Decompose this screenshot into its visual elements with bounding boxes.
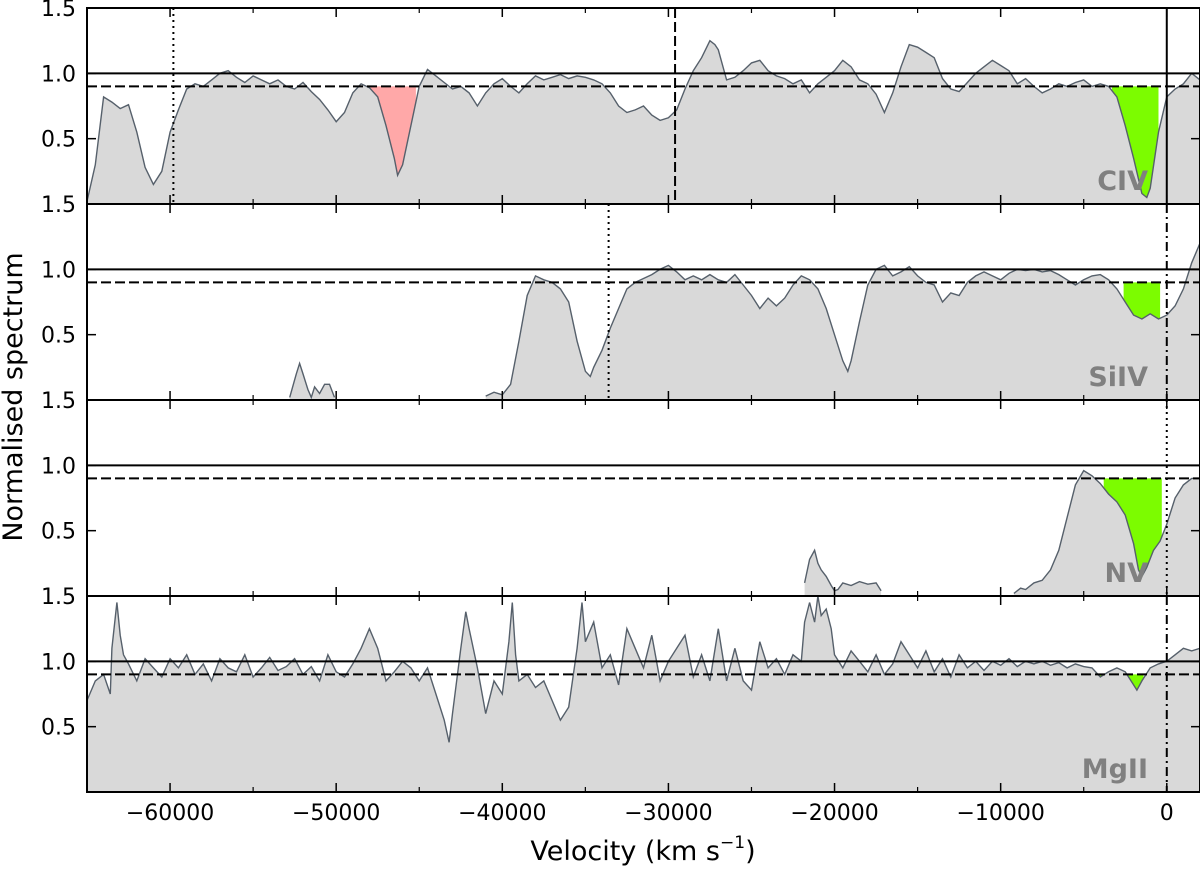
trough-civ-1 — [1112, 86, 1159, 198]
y-tick-label-nv-2: 1.5 — [41, 389, 76, 414]
panel-nv: NV 0.5 1.0 1.5 — [41, 389, 1200, 597]
panel-civ: CIV 0.5 1.0 1.5 — [41, 0, 1200, 205]
spectrum-area-nv-0 — [804, 550, 882, 596]
y-tick-label-siiv-1: 1.0 — [41, 258, 76, 283]
plot-area-mgii — [87, 596, 1200, 792]
trough-mgii-0 — [1126, 674, 1144, 691]
y-tick-label-siiv-0: 0.5 — [41, 324, 76, 349]
x-tick-label-0: −60000 — [126, 801, 214, 826]
spectrum-line-siiv-1 — [485, 242, 1200, 397]
y-tick-label-civ-1: 1.0 — [41, 62, 76, 87]
x-tick-label-3: −30000 — [624, 801, 712, 826]
y-tick-label-nv-0: 0.5 — [41, 520, 76, 545]
panels-layer: CIV0.51.01.5SiIV0.51.01.5NV0.51.01.5MgII… — [41, 0, 1200, 793]
x-axis: −60000 −50000 −40000 −30000 −20000 −10000 0 — [126, 801, 1174, 826]
x-tick-label-6: 0 — [1160, 801, 1174, 826]
spectrum-line-siiv-0 — [289, 361, 336, 400]
y-tick-label-siiv-2: 1.5 — [41, 193, 76, 218]
ion-label-siiv: SiIV — [1088, 362, 1148, 393]
plot-area-nv — [87, 400, 1200, 596]
y-tick-label-civ-0: 0.5 — [41, 128, 76, 153]
y-tick-label-mgii-2: 1.5 — [41, 585, 76, 610]
spectrum-line-nv-1 — [1013, 469, 1200, 594]
x-tick-label-1: −50000 — [292, 801, 380, 826]
x-axis-title: Velocity (km s−1) — [530, 833, 755, 867]
panel-frame-nv — [86, 399, 1200, 597]
ion-label-nv: NV — [1105, 558, 1149, 589]
spectrum-area-nv-1 — [1013, 470, 1200, 596]
panel-frame-mgii — [86, 595, 1200, 793]
y-tick-label-mgii-0: 0.5 — [41, 716, 76, 741]
spectrum-line-civ-0 — [87, 39, 1200, 202]
panel-siiv: SiIV 0.5 1.0 1.5 — [41, 193, 1200, 401]
spectrum-area-siiv-0 — [289, 363, 335, 400]
x-axis-title-main: Velocity (km s — [530, 836, 720, 867]
x-tick-label-2: −40000 — [458, 801, 546, 826]
spectrum-area-mgii-0 — [87, 596, 1200, 792]
plot-area-civ — [87, 8, 1200, 204]
spectrum-area-civ-0 — [87, 40, 1200, 204]
x-axis-title-suffix: ) — [745, 836, 756, 867]
y-tick-label-nv-1: 1.0 — [41, 454, 76, 479]
y-tick-label-civ-2: 1.5 — [41, 0, 76, 22]
y-tick-label-mgii-1: 1.0 — [41, 650, 76, 675]
x-tick-label-4: −20000 — [790, 801, 878, 826]
panel-mgii: MgII 0.5 1.0 1.5 — [41, 585, 1200, 793]
ion-label-mgii: MgII — [1082, 754, 1148, 785]
x-axis-title-exponent: −1 — [720, 833, 745, 853]
y-axis-title: Normalised spectrum — [0, 252, 29, 541]
x-tick-label-5: −10000 — [956, 801, 1044, 826]
trough-siiv-0 — [1123, 282, 1161, 319]
ion-label-civ: CIV — [1097, 166, 1148, 197]
plot-area-siiv — [87, 204, 1200, 400]
